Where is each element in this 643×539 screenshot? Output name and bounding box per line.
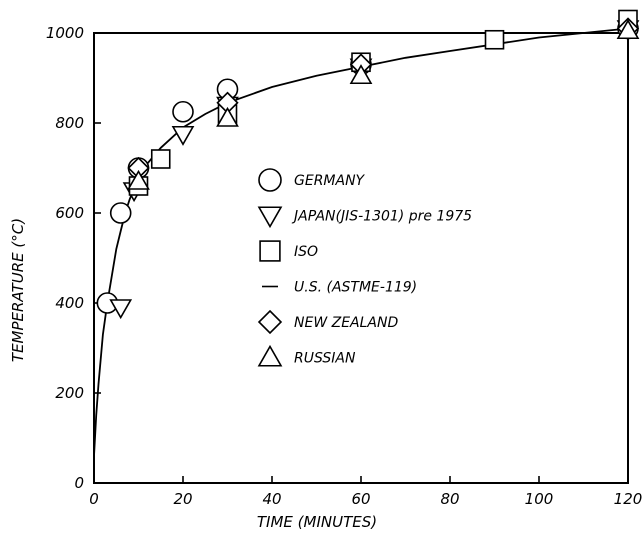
legend-label: NEW ZEALAND	[294, 315, 398, 331]
series-new-zealand	[127, 17, 640, 180]
series-japan-jis-1301-pre-1975	[109, 20, 640, 320]
x-tick-label: 120	[614, 490, 643, 508]
legend-item-u-s-astme-119: U.S. (ASTME-119)	[262, 280, 417, 296]
legend-item-japan-jis-1301-pre-1975: JAPAN(JIS-1301) pre 1975	[257, 206, 472, 229]
data-point-japan-jis-1301-pre-1975	[109, 299, 133, 320]
x-tick-label: 80	[440, 490, 459, 508]
data-point-russian	[127, 169, 150, 190]
y-axis-label: TEMPERATURE (°C)	[9, 218, 27, 362]
series-layer	[93, 9, 640, 457]
data-point-iso	[150, 149, 171, 169]
data-point-russian	[216, 106, 239, 127]
series-russian	[127, 19, 640, 190]
legend-marker	[257, 309, 283, 335]
legend-label: RUSSIAN	[294, 351, 356, 367]
legend-item-russian: RUSSIAN	[257, 344, 356, 367]
plot-frame	[93, 32, 629, 484]
legend: GERMANY JAPAN(JIS-1301) pre 1975 ISO U.S. (…	[257, 168, 472, 367]
data-point-germany	[109, 202, 132, 224]
y-tick-label: 1000	[46, 24, 84, 42]
x-axis-label: TIME (MINUTES)	[257, 513, 377, 531]
x-tick-label: 40	[262, 490, 281, 508]
data-point-japan-jis-1301-pre-1975	[171, 125, 195, 146]
legend-label: GERMANY	[294, 173, 366, 189]
legend-item-germany: GERMANY	[258, 168, 366, 192]
data-point-russian	[616, 19, 640, 40]
legend-marker	[258, 168, 282, 192]
y-tick-label: 0	[74, 474, 84, 492]
x-tick-label: 100	[525, 490, 554, 508]
y-tick-label: 400	[55, 294, 84, 312]
legend-item-new-zealand: NEW ZEALAND	[257, 309, 398, 335]
data-point-russian	[349, 64, 373, 85]
y-tick-label: 800	[55, 114, 84, 132]
legend-marker	[257, 206, 283, 229]
legend-label: ISO	[294, 244, 318, 260]
legend-label: JAPAN(JIS-1301) pre 1975	[291, 209, 472, 225]
y-tick-label: 600	[55, 204, 84, 222]
series-iso	[128, 9, 638, 196]
legend-label: U.S. (ASTME-119)	[294, 280, 417, 296]
legend-item-iso: ISO	[259, 240, 318, 262]
legend-marker	[257, 344, 283, 367]
data-point-germany	[172, 100, 194, 123]
x-tick-label: 20	[173, 490, 192, 508]
x-tick-label: 0	[89, 490, 99, 508]
axes: 0 20 40 60 80 100 120 0 200 400 600 800 1000	[46, 24, 643, 508]
y-tick-label: 200	[55, 384, 84, 402]
legend-marker	[259, 240, 281, 262]
x-tick-label: 60	[351, 490, 370, 508]
data-point-iso	[484, 29, 505, 50]
series-line-u-s-astme-119	[93, 27, 629, 457]
